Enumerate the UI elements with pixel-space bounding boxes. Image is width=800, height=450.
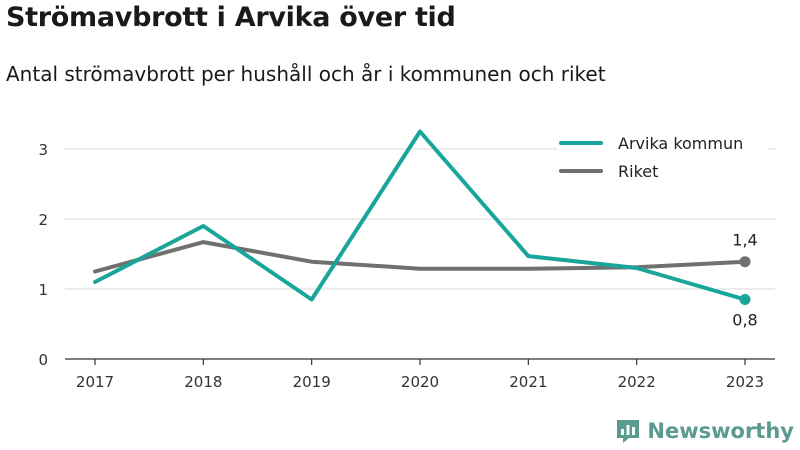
x-tick-label: 2020	[401, 373, 439, 391]
x-tick-label: 2023	[726, 373, 764, 391]
brand-name: Newsworthy	[647, 419, 794, 443]
x-axis: 2017 2018 2019 2020 2021 2022 2023	[65, 358, 775, 391]
series-end-point	[739, 294, 751, 305]
x-tick-label: 2022	[618, 373, 656, 391]
chart-title: Strömavbrott i Arvika över tid	[6, 2, 456, 33]
x-tick-label: 2017	[76, 373, 114, 391]
end-value-label: 0,8	[732, 311, 757, 330]
y-tick-label: 0	[38, 351, 48, 369]
end-value-label: 1,4	[732, 231, 757, 250]
chart-subtitle: Antal strömavbrott per hushåll och år i …	[6, 62, 606, 86]
legend: Arvika kommun Riket	[557, 129, 767, 185]
series-line-arvika	[93, 129, 747, 302]
brand-logo: Newsworthy	[615, 418, 794, 444]
series-line-riket	[93, 240, 747, 274]
series-end-point	[739, 256, 751, 268]
series-lines: 1,4 0,8	[93, 129, 758, 330]
x-tick-label: 2019	[293, 373, 331, 391]
legend-label: Riket	[618, 162, 658, 181]
x-tick-label: 2018	[184, 373, 222, 391]
newsworthy-logo-icon	[617, 420, 640, 443]
y-tick-label: 2	[38, 211, 48, 229]
y-tick-label: 3	[38, 141, 48, 159]
x-tick-label: 2021	[509, 373, 547, 391]
y-tick-label: 1	[38, 281, 48, 299]
legend-label: Arvika kommun	[618, 134, 743, 153]
